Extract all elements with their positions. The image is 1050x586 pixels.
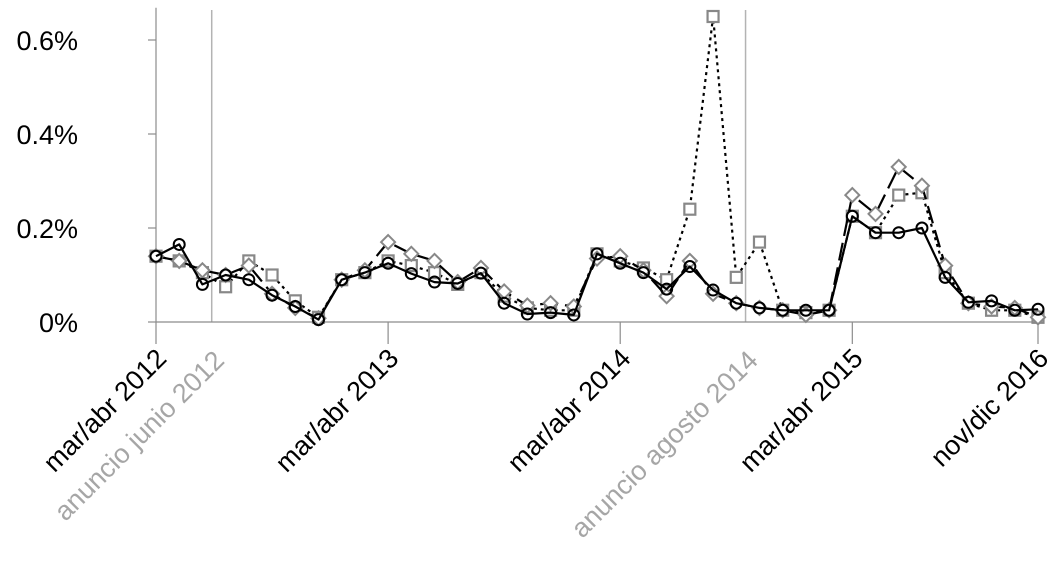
circle-marker — [938, 270, 952, 284]
circle-marker — [544, 306, 558, 320]
circle-marker — [799, 303, 813, 317]
circle-marker — [149, 249, 163, 263]
circle-marker — [915, 221, 929, 235]
circle-marker — [172, 237, 186, 251]
circle-marker — [590, 247, 604, 261]
circle-marker — [706, 283, 720, 297]
diamond-marker — [542, 294, 559, 312]
circle-marker — [288, 299, 302, 313]
circle-marker — [752, 301, 766, 315]
series-line-diamond — [155, 165, 1039, 320]
diamond-marker — [379, 233, 397, 251]
diamond-marker — [843, 186, 861, 204]
circle-marker — [985, 294, 999, 308]
square-marker — [265, 268, 279, 282]
circle-marker — [613, 256, 627, 270]
diamond-marker — [890, 158, 908, 176]
circle-marker — [961, 295, 975, 309]
circle-marker — [219, 268, 233, 282]
circle-marker — [660, 282, 674, 296]
y-axis-ticks: 0% 0.2% 0.4% 0.6% — [16, 26, 156, 338]
diamond-marker — [913, 177, 931, 195]
circle-marker — [636, 266, 650, 280]
circle-marker — [381, 256, 395, 270]
circle-marker — [845, 209, 859, 223]
circle-marker — [311, 313, 325, 327]
circle-marker — [242, 273, 256, 287]
x-tick-label: mar/abr 2014 — [502, 343, 637, 478]
y-tick-label: 0% — [39, 308, 78, 338]
circle-marker — [1008, 303, 1022, 317]
square-marker — [729, 270, 743, 284]
diamond-marker — [240, 257, 258, 275]
series-line-circle — [155, 215, 1039, 321]
y-tick-label: 0.2% — [16, 214, 78, 244]
circle-marker — [451, 276, 465, 290]
x-tick-label: nov/dic 2016 — [925, 343, 1050, 472]
circle-marker — [567, 308, 581, 322]
diamond-marker — [170, 252, 188, 270]
square-marker — [752, 235, 767, 249]
square-marker — [660, 273, 674, 287]
circle-marker — [729, 296, 743, 310]
circle-marker — [892, 226, 906, 240]
circle-marker — [869, 226, 883, 240]
y-tick-label: 0.6% — [16, 26, 78, 56]
circle-marker — [428, 275, 442, 289]
circle-marker — [195, 277, 209, 291]
diamond-marker — [867, 205, 884, 223]
circle-marker — [776, 303, 790, 317]
circle-marker — [1031, 302, 1045, 316]
y-tick-label: 0.4% — [16, 120, 78, 150]
circle-marker — [822, 303, 836, 317]
series-layer — [147, 9, 1047, 327]
x-tick-label: mar/abr 2013 — [270, 343, 405, 478]
circle-marker — [358, 266, 372, 280]
circle-marker — [265, 288, 279, 302]
circle-marker — [683, 260, 697, 274]
square-marker — [892, 188, 906, 202]
circle-marker — [404, 267, 418, 281]
diamond-marker — [426, 252, 443, 270]
diamond-marker — [194, 261, 211, 279]
circle-marker — [520, 307, 534, 321]
series-line-square — [155, 15, 1039, 319]
square-marker — [683, 202, 697, 216]
square-marker — [706, 9, 720, 24]
circle-marker — [335, 273, 349, 287]
circle-marker — [497, 296, 511, 310]
diamond-marker — [402, 245, 420, 263]
circle-marker — [474, 266, 488, 280]
